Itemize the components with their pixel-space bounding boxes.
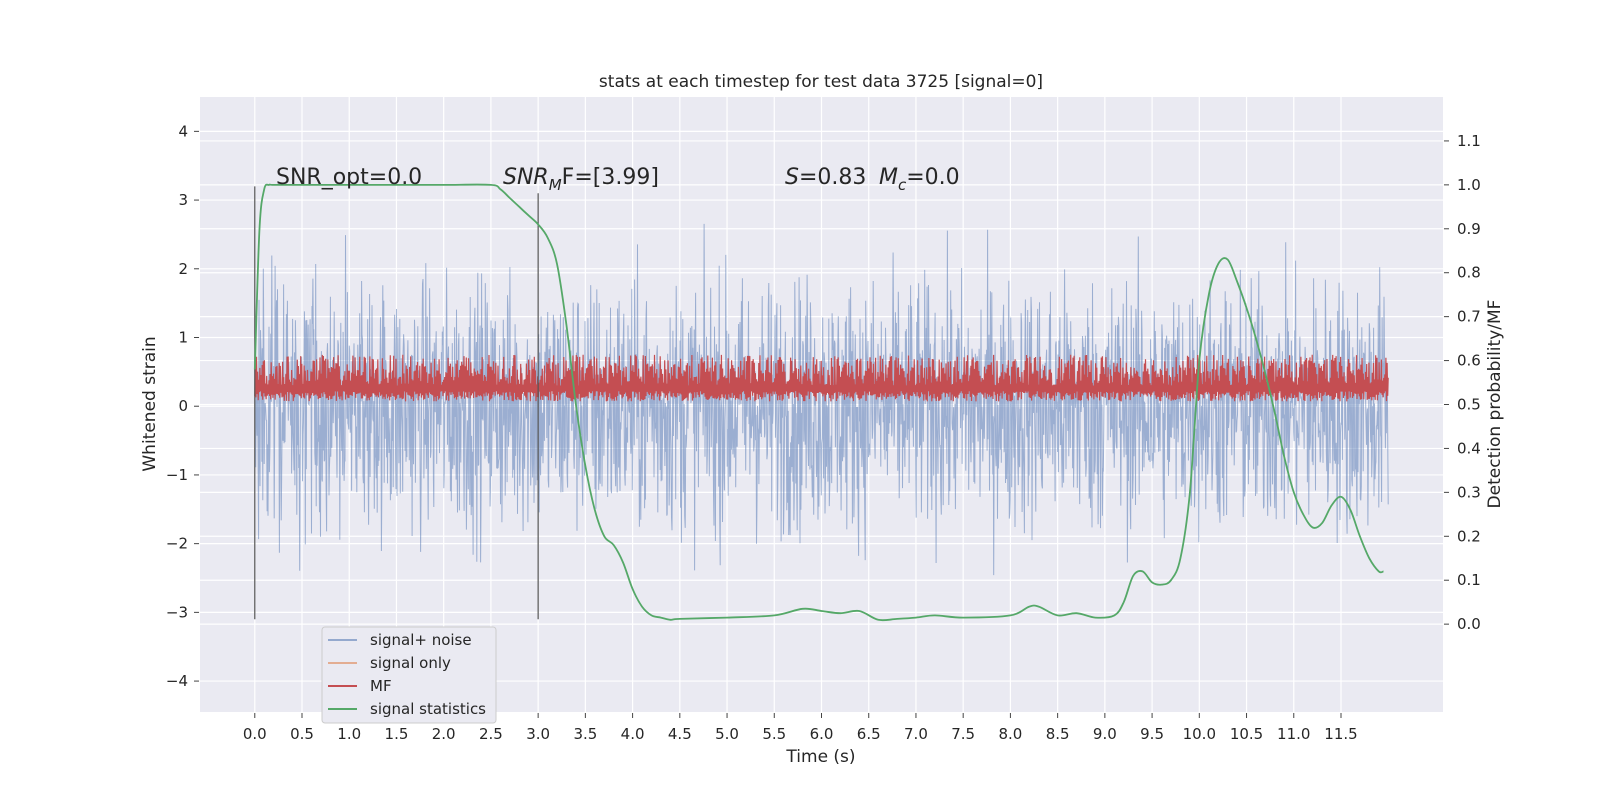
y-left-tick-label: −4 (166, 672, 188, 690)
y-right-tick-label: 0.5 (1457, 396, 1481, 414)
legend-label-mf: MF (370, 677, 392, 695)
annotation-snr-opt-text: SNR_opt=0.0 (276, 165, 422, 190)
y-right-tick-label: 0.9 (1457, 220, 1481, 238)
annotation-s-suffix: =0.83 (799, 165, 866, 190)
annotation-s-prefix: S (785, 165, 799, 190)
annotation-mc-sub: c (898, 176, 907, 194)
y-left-tick-label: −1 (166, 466, 188, 484)
annotation-snr-mf-sub: M (549, 176, 562, 194)
x-tick-label: 7.5 (951, 725, 975, 743)
annotation-snr-opt: SNR_opt=0.0 (276, 165, 422, 190)
y-left-tick-label: 0 (178, 397, 188, 415)
x-axis-label: Time (s) (785, 747, 855, 767)
x-tick-label: 4.0 (621, 725, 645, 743)
annotation-mc-prefix: M (879, 165, 898, 190)
series-mf (254, 354, 1389, 402)
y-left-tick-label: 3 (178, 191, 188, 209)
series-signal-noise (254, 223, 1389, 576)
y-right-tick-label: 0.3 (1457, 483, 1481, 501)
y-right-tick-label: 0.1 (1457, 571, 1481, 589)
x-tick-label: 0.5 (290, 725, 314, 743)
x-tick-label: 9.5 (1140, 725, 1164, 743)
series-signal-statistics (253, 183, 1384, 622)
y-right-tick-label: 0.8 (1457, 264, 1481, 282)
y-left-tick-label: 2 (178, 260, 188, 278)
x-tick-label: 1.0 (337, 725, 361, 743)
x-tick-label: 3.0 (526, 725, 550, 743)
annotation-snr-mf-suffix: F=[3.99] (562, 165, 659, 190)
y-axis-label-left: Whitened strain (140, 336, 160, 471)
y-axis-label-right: Detection probability/MF (1485, 300, 1505, 509)
annotation-s: S=0.83 (785, 165, 866, 190)
y-left-tick-label: 1 (178, 329, 188, 347)
y-right-tick-label: 0.2 (1457, 527, 1481, 545)
legend-label-signal-only: signal only (370, 654, 451, 672)
y-right-tick-label: 1.0 (1457, 176, 1481, 194)
x-tick-label: 3.5 (573, 725, 597, 743)
x-tick-label: 11.5 (1324, 725, 1357, 743)
chart-title: stats at each timestep for test data 372… (599, 72, 1043, 92)
y-right-tick-label: 0.6 (1457, 352, 1481, 370)
legend: signal+ noise signal only MF signal stat… (321, 626, 497, 724)
axes: 0.0 0.5 1.0 1.5 2.0 2.5 3.0 3.5 4.0 4.5 5.0 5.5 6.0 6… (166, 122, 1481, 743)
x-tick-label: 10.0 (1183, 725, 1216, 743)
x-tick-label: 6.0 (810, 725, 834, 743)
legend-label-signal-noise: signal+ noise (370, 631, 472, 649)
y-right-tick-label: 0.7 (1457, 308, 1481, 326)
y-right-tick-label: 1.1 (1457, 132, 1481, 150)
annotation-snr-mf: SNRMF=[3.99] (503, 165, 659, 194)
annotation-snr-mf-prefix: SNR (503, 165, 549, 190)
x-tick-label: 8.0 (998, 725, 1022, 743)
x-tick-label: 5.5 (762, 725, 786, 743)
x-tick-label: 7.0 (904, 725, 928, 743)
annotation-mc-suffix: =0.0 (906, 165, 959, 190)
y-left-tick-label: 4 (178, 122, 188, 140)
x-tick-label: 2.5 (479, 725, 503, 743)
legend-box (321, 626, 497, 724)
x-tick-label: 1.5 (385, 725, 409, 743)
x-tick-label: 0.0 (243, 725, 267, 743)
y-right-tick-label: 0.0 (1457, 615, 1481, 633)
y-left-tick-label: −3 (166, 603, 188, 621)
y-right-tick-label: 0.4 (1457, 439, 1481, 457)
x-tick-label: 8.5 (1046, 725, 1070, 743)
y-left-tick-label: −2 (166, 535, 188, 553)
annotations: SNR_opt=0.0 SNRMF=[3.99] S=0.83 Mc=0.0 (276, 165, 960, 194)
annotation-mc: Mc=0.0 (879, 165, 960, 194)
x-tick-label: 11.0 (1277, 725, 1310, 743)
x-tick-label: 9.0 (1093, 725, 1117, 743)
x-tick-label: 4.5 (668, 725, 692, 743)
legend-label-signal-statistics: signal statistics (370, 700, 486, 718)
data-layer (253, 183, 1389, 622)
x-tick-label: 2.0 (432, 725, 456, 743)
x-tick-label: 10.5 (1230, 725, 1263, 743)
x-tick-label: 5.0 (715, 725, 739, 743)
x-tick-label: 6.5 (857, 725, 881, 743)
